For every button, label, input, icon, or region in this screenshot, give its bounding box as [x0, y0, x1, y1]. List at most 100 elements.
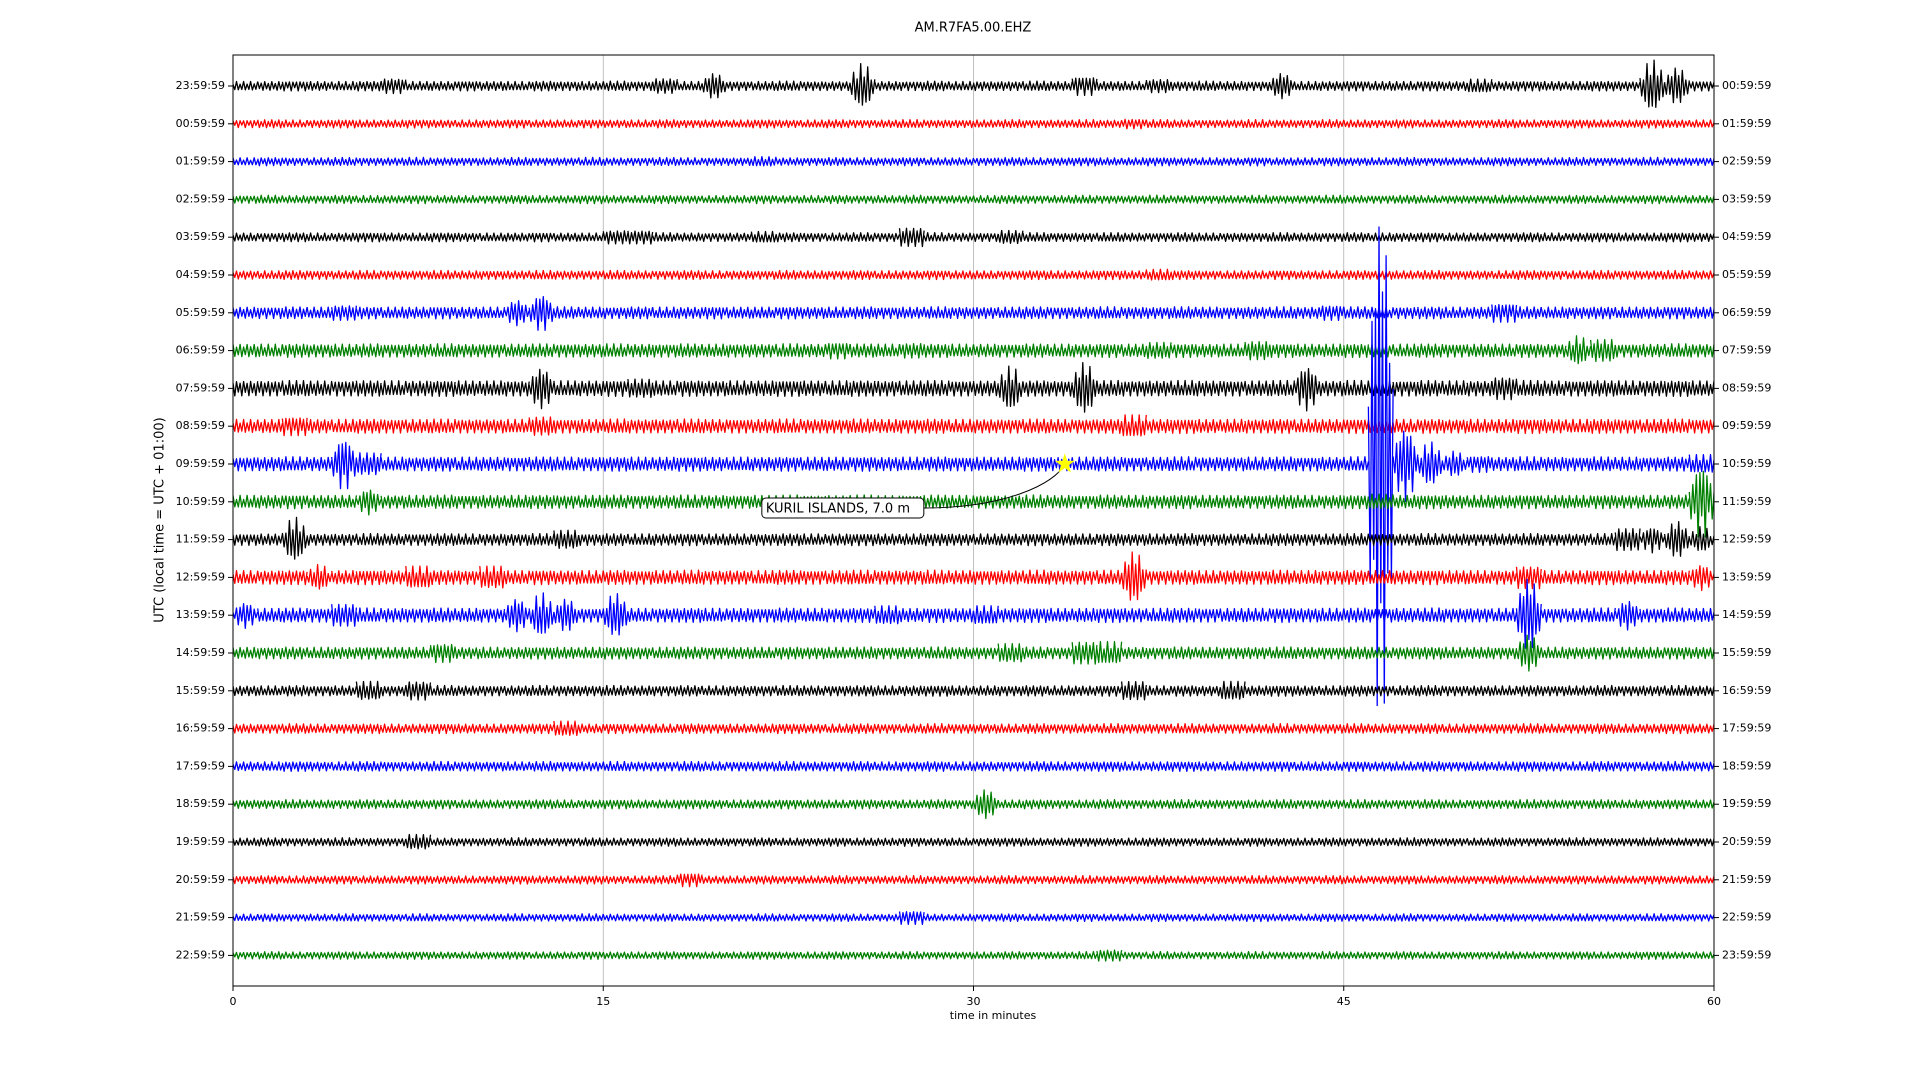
trace-segment — [1120, 118, 1147, 130]
trace-segment — [923, 80, 950, 92]
trace-segment — [1318, 380, 1345, 397]
trace-segment — [1515, 343, 1542, 359]
trace-segment — [676, 494, 703, 509]
trace-segment — [1639, 799, 1666, 809]
trace-segment — [1663, 418, 1690, 434]
trace-segment — [1145, 157, 1172, 167]
trace-segment — [750, 913, 777, 922]
trace-segment — [233, 457, 259, 472]
trace-segment — [1219, 381, 1246, 397]
trace-segment — [1219, 195, 1246, 204]
trace-segment — [1219, 270, 1246, 280]
trace-segment — [1589, 532, 1616, 546]
trace-segment — [380, 456, 407, 471]
trace-segment — [800, 157, 827, 167]
trace-segment — [948, 306, 975, 320]
x-tick-label: 30 — [967, 995, 981, 1008]
trace-segment — [257, 232, 284, 242]
trace-segment — [1071, 761, 1098, 772]
y-tick-label-right: 19:59:59 — [1722, 797, 1771, 810]
trace-segment — [602, 875, 629, 885]
trace-segment — [1195, 761, 1221, 772]
trace-segment — [1022, 418, 1049, 434]
trace-segment — [874, 343, 901, 357]
y-tick-label-right: 05:59:59 — [1722, 268, 1771, 281]
trace-segment — [528, 532, 555, 546]
trace-segment — [1022, 837, 1049, 847]
trace-segment — [849, 195, 876, 204]
trace-segment — [1219, 647, 1246, 660]
trace-segment — [257, 607, 284, 623]
trace-segment — [1120, 270, 1147, 280]
trace-segment — [602, 684, 629, 697]
trace-segment — [1046, 951, 1073, 960]
trace-segment — [281, 607, 308, 623]
trace-segment — [676, 457, 703, 472]
trace-segment — [1417, 379, 1444, 397]
trace-segment — [1491, 570, 1518, 585]
trace-segment — [355, 157, 382, 167]
trace-segment — [627, 194, 654, 204]
trace-segment — [1515, 157, 1542, 167]
trace-segment — [1071, 799, 1098, 809]
trace-segment — [1293, 608, 1320, 623]
trace-segment — [1343, 532, 1370, 546]
trace-segment — [528, 494, 555, 510]
trace-segment — [454, 157, 481, 167]
trace-segment — [306, 761, 333, 772]
trace-segment — [1614, 157, 1641, 166]
trace-segment — [750, 119, 777, 129]
trace-segment — [1589, 418, 1616, 434]
trace-segment — [849, 380, 876, 397]
trace-segment — [1392, 343, 1419, 357]
trace-segment — [775, 456, 802, 472]
trace-segment — [1367, 119, 1394, 129]
trace-segment — [479, 951, 506, 960]
trace-segment — [1120, 80, 1147, 91]
trace-segment — [257, 570, 284, 585]
trace-segment — [1515, 306, 1542, 320]
trace-segment — [676, 951, 703, 960]
trace-segment — [1195, 195, 1221, 204]
trace-segment — [1688, 343, 1714, 358]
trace-segment — [1565, 761, 1592, 772]
trace-segment — [479, 646, 506, 659]
trace-segment — [553, 529, 580, 550]
trace-segment — [775, 799, 802, 810]
trace-segment — [676, 913, 703, 922]
trace-segment — [233, 157, 259, 166]
trace-segment — [1417, 723, 1444, 735]
trace-segment — [997, 837, 1024, 847]
trace-segment — [1688, 761, 1714, 772]
trace-segment — [750, 646, 777, 659]
trace-segment — [1540, 761, 1567, 772]
trace-segment — [972, 951, 999, 959]
trace-segment — [1614, 380, 1641, 396]
trace-segment — [355, 194, 382, 204]
trace-segment — [750, 799, 777, 809]
trace-segment — [874, 456, 901, 472]
trace-segment — [1195, 306, 1221, 319]
trace-segment — [1022, 343, 1049, 358]
trace-segment — [1219, 343, 1246, 357]
trace-segment — [1540, 195, 1567, 204]
trace-segment — [898, 685, 925, 697]
trace-segment — [405, 457, 432, 472]
trace-segment — [1145, 194, 1172, 204]
trace-segment — [257, 951, 284, 960]
trace-segment — [1614, 913, 1641, 922]
trace-segment — [1046, 647, 1073, 660]
trace-segment — [503, 875, 530, 885]
y-tick-label: 10:59:59 — [176, 495, 225, 508]
trace-segment — [1614, 456, 1641, 471]
trace-segment — [1392, 194, 1419, 205]
trace-segment — [676, 119, 703, 129]
trace-segment — [775, 951, 802, 960]
trace-segment — [923, 723, 950, 734]
trace-segment — [1417, 646, 1444, 660]
trace-segment — [1022, 119, 1049, 129]
trace-segment — [1392, 80, 1419, 91]
trace-segment — [997, 270, 1024, 280]
y-tick-label: 08:59:59 — [176, 419, 225, 432]
trace-segment — [1071, 456, 1098, 471]
